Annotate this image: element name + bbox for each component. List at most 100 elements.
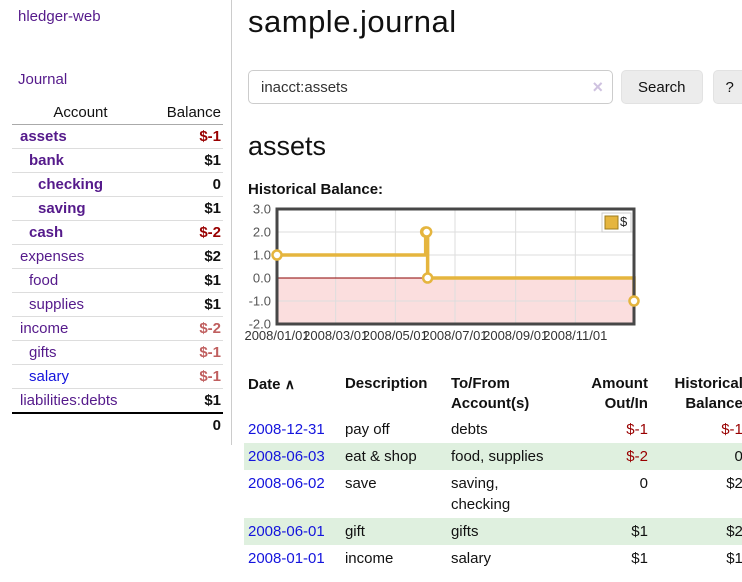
register-row: 2008-06-02 save saving, checking 0 $2 (244, 470, 742, 518)
svg-text:$: $ (620, 214, 628, 229)
register-header-row: Date ∧ Description To/From Account(s) Am… (244, 372, 742, 416)
svg-text:-2.0: -2.0 (249, 317, 271, 332)
account-link[interactable]: liabilities:debts (20, 392, 118, 409)
svg-text:2008/07/01: 2008/07/01 (422, 328, 487, 343)
account-heading: assets (248, 131, 327, 161)
account-link[interactable]: supplies (29, 296, 85, 313)
transaction-description: eat & shop (344, 448, 417, 465)
transaction-accounts: debts (450, 421, 488, 438)
svg-text:1.0: 1.0 (253, 248, 271, 263)
chart-title: Historical Balance: (248, 181, 384, 198)
transaction-description: save (344, 475, 377, 492)
search-box: × (248, 70, 613, 104)
account-link[interactable]: salary (29, 368, 70, 385)
transaction-amount: $1 (631, 550, 648, 567)
account-row: salary $-1 (12, 364, 223, 389)
account-row: saving $1 (12, 196, 223, 221)
transaction-amount: $1 (631, 523, 648, 540)
register-col-date-sort[interactable]: Date ∧ (244, 372, 341, 416)
transaction-accounts: saving, checking (450, 475, 511, 513)
account-balance: 0 (212, 176, 221, 193)
accounts-total-row: 0 (12, 412, 223, 437)
accounts-col-account: Account (12, 101, 149, 125)
account-balance: $-2 (199, 320, 221, 337)
account-link[interactable]: checking (38, 176, 104, 193)
transaction-date-link[interactable]: 2008-06-01 (248, 523, 325, 540)
help-button[interactable]: ? (712, 70, 742, 104)
account-row: bank $1 (12, 148, 223, 173)
account-row: food $1 (12, 268, 223, 293)
transaction-date-link[interactable]: 2008-01-01 (248, 550, 325, 567)
transaction-amount: $-2 (626, 448, 648, 465)
app-title-link[interactable]: hledger-web (18, 8, 101, 25)
account-row: gifts $-1 (12, 340, 223, 365)
historical-balance-chart: $3.0 2.0 1.0 0.0 -1.0 -2.02008/01/012008/03/0… (244, 202, 640, 343)
svg-text:3.0: 3.0 (253, 202, 271, 217)
transaction-balance: $-1 (721, 421, 742, 438)
transaction-accounts: gifts (450, 523, 479, 540)
register-row: 2008-06-03 eat & shop food, supplies $-2… (244, 443, 742, 470)
svg-text:-1.0: -1.0 (249, 294, 271, 309)
transaction-amount: $-1 (626, 421, 648, 438)
transaction-balance: $2 (726, 475, 742, 492)
account-link[interactable]: food (29, 272, 59, 289)
accounts-table: Account Balance assets $-1 bank $1 (12, 101, 223, 437)
svg-text:2008/01/01: 2008/01/01 (244, 328, 309, 343)
transaction-balance: $1 (726, 550, 742, 567)
register-row: 2008-06-01 gift gifts $1 $2 (244, 518, 742, 545)
accounts-col-balance: Balance (148, 101, 223, 125)
account-balance: $2 (204, 248, 221, 265)
svg-text:2008/09/01: 2008/09/01 (483, 328, 548, 343)
account-link[interactable]: assets (20, 128, 67, 145)
svg-text:2008/11/01: 2008/11/01 (543, 328, 607, 343)
account-balance: $-1 (199, 128, 221, 145)
search-input[interactable] (248, 70, 613, 104)
transaction-description: pay off (344, 421, 390, 438)
sort-ascending-icon: ∧ (284, 376, 295, 392)
transaction-date-link[interactable]: 2008-06-03 (248, 448, 325, 465)
transaction-description: gift (344, 523, 365, 540)
register-row: 2008-01-01 income salary $1 $1 (244, 545, 742, 572)
register-row: 2008-12-31 pay off debts $-1 $-1 (244, 416, 742, 443)
register-col-amount: Amount Out/In (591, 375, 648, 412)
transaction-accounts: salary (450, 550, 491, 567)
sidebar: hledger-web Journal Account Balance asse… (0, 0, 232, 445)
register-col-balance: Historical Balance (674, 375, 742, 412)
account-link[interactable]: cash (29, 224, 64, 241)
account-balance: $1 (204, 272, 221, 289)
search-form: × Search ? (248, 70, 742, 104)
accounts-header-row: Account Balance (12, 101, 223, 125)
transaction-date-link[interactable]: 2008-12-31 (248, 421, 325, 438)
account-link[interactable]: gifts (29, 344, 57, 361)
account-balance: $-1 (199, 368, 221, 385)
svg-text:2008/03/01: 2008/03/01 (303, 328, 368, 343)
sidebar-item-journal[interactable]: Journal (18, 71, 68, 88)
account-link[interactable]: bank (29, 152, 65, 169)
clear-search-icon[interactable]: × (592, 77, 603, 97)
page-title: sample.journal (248, 4, 457, 39)
transaction-balance: $2 (726, 523, 742, 540)
main-panel: sample.journal × Search ? assets Histori… (232, 0, 742, 582)
account-row: liabilities:debts $1 (12, 388, 223, 414)
account-row: checking 0 (12, 172, 223, 197)
search-button[interactable]: Search (621, 70, 703, 104)
account-balance: $1 (204, 392, 221, 409)
transaction-date-link[interactable]: 2008-06-02 (248, 475, 325, 492)
account-row: income $-2 (12, 316, 223, 341)
register-col-description: Description (344, 375, 428, 392)
account-link[interactable]: saving (38, 200, 86, 217)
account-balance: $-2 (199, 224, 221, 241)
svg-text:0.0: 0.0 (253, 271, 271, 286)
svg-text:2008/05/01: 2008/05/01 (363, 328, 428, 343)
account-row: supplies $1 (12, 292, 223, 317)
accounts-total-value: 0 (148, 412, 223, 437)
account-link[interactable]: expenses (20, 248, 85, 265)
transaction-description: income (344, 550, 394, 567)
account-balance: $1 (204, 152, 221, 169)
account-row: cash $-2 (12, 220, 223, 245)
account-balance: $1 (204, 200, 221, 217)
account-link[interactable]: income (20, 320, 69, 337)
transaction-balance: 0 (734, 448, 742, 465)
account-row: expenses $2 (12, 244, 223, 269)
